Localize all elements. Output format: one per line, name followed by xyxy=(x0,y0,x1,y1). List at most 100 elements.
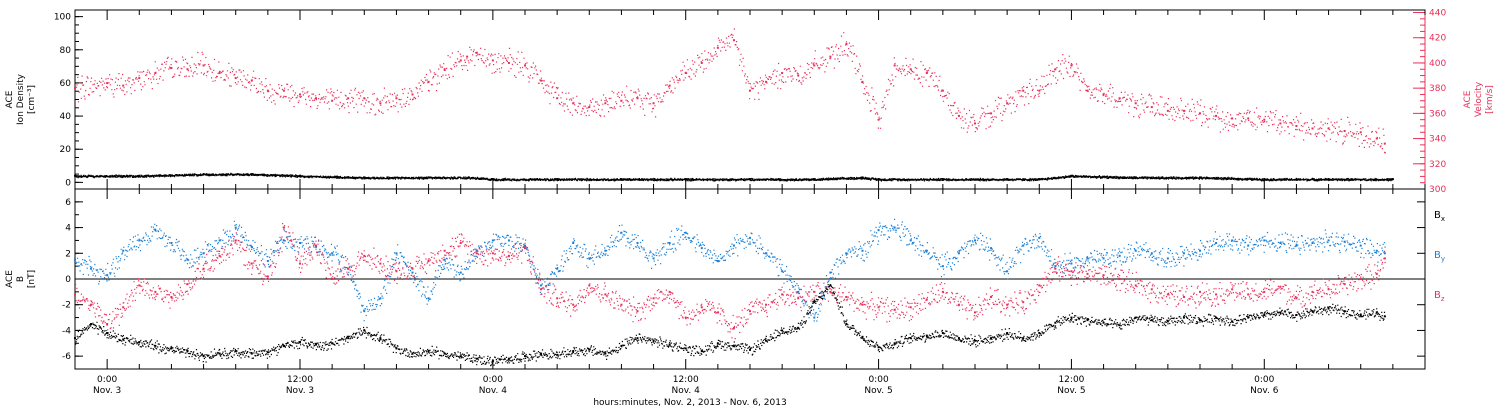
by-point xyxy=(765,252,768,255)
bz-point xyxy=(797,297,800,300)
by-point xyxy=(443,258,446,261)
bz-point xyxy=(507,254,510,257)
by-point xyxy=(845,252,848,255)
bz-point xyxy=(700,306,703,309)
velocity-tick-label: 400 xyxy=(1429,59,1446,69)
by-point xyxy=(395,252,398,255)
velocity-point xyxy=(604,102,607,105)
velocity-point xyxy=(684,72,687,75)
velocity-point xyxy=(1038,89,1041,92)
time-tick-label: 0:00 xyxy=(1254,375,1274,385)
by-point xyxy=(138,239,141,242)
velocity-tick-label: 320 xyxy=(1429,160,1446,170)
bz-point xyxy=(1086,272,1089,275)
by-point xyxy=(1199,249,1201,252)
bz-point xyxy=(1006,303,1009,306)
by-point xyxy=(620,231,623,234)
bz-point xyxy=(845,296,848,298)
velocity-point xyxy=(138,77,141,80)
bz-point xyxy=(1215,293,1218,296)
velocity-axis-label-line: Velocity xyxy=(1474,81,1484,117)
by-point xyxy=(1086,257,1089,260)
bz-point xyxy=(1022,301,1025,304)
b-tick-label: -4 xyxy=(62,326,71,336)
velocity-point xyxy=(1343,130,1346,133)
velocity-point xyxy=(234,77,237,80)
ion-density-point xyxy=(941,178,944,181)
velocity-point xyxy=(218,72,221,75)
velocity-point xyxy=(106,82,109,85)
bz-point xyxy=(1295,297,1298,300)
bz-point xyxy=(941,290,944,293)
b-tick-label: 6 xyxy=(65,198,71,208)
top-panel-data xyxy=(74,28,1394,182)
velocity-point xyxy=(540,79,543,82)
velocity-point xyxy=(1102,93,1105,96)
by-point xyxy=(909,239,912,242)
velocity-point xyxy=(636,97,639,100)
time-tick-label: 0:00 xyxy=(97,375,117,385)
by-point xyxy=(1102,257,1105,260)
day-tick-label: Nov. 6 xyxy=(1250,386,1279,396)
by-point xyxy=(604,249,607,252)
by-point xyxy=(331,252,334,255)
by-point xyxy=(974,239,976,242)
by-point xyxy=(1263,239,1266,242)
velocity-point xyxy=(1150,106,1153,109)
by-point xyxy=(524,244,526,247)
bz-point xyxy=(572,303,575,306)
bz-point xyxy=(234,239,237,242)
bz-point xyxy=(315,244,318,247)
velocity-tick-label: 360 xyxy=(1429,109,1446,119)
bz-point xyxy=(138,284,141,287)
velocity-point xyxy=(347,97,350,100)
density-tick-label: 0 xyxy=(65,178,71,188)
day-tick-label: Nov. 5 xyxy=(864,386,892,396)
b-axis-label-line: B xyxy=(16,276,26,282)
velocity-point xyxy=(797,74,800,77)
bx-point xyxy=(1311,310,1314,313)
velocity-tick-label: 420 xyxy=(1429,34,1446,44)
velocity-point xyxy=(315,97,318,100)
velocity-point xyxy=(154,72,157,75)
bz-point xyxy=(1038,284,1041,287)
by-point xyxy=(1166,257,1169,260)
by-point xyxy=(797,290,800,293)
bx-point xyxy=(974,339,976,342)
bx-point xyxy=(636,337,639,340)
velocity-point xyxy=(491,59,494,62)
bz-point xyxy=(877,306,880,309)
by-point xyxy=(1006,270,1009,273)
velocity-point xyxy=(170,66,173,69)
bx-point xyxy=(347,337,350,340)
day-tick-label: Nov. 4 xyxy=(672,386,701,396)
bz-point xyxy=(491,252,494,255)
by-point xyxy=(684,231,687,234)
velocity-point xyxy=(1383,142,1386,145)
by-point xyxy=(1118,254,1121,257)
by-point xyxy=(1134,249,1137,252)
velocity-axis-label: ACE Velocity [km/s] xyxy=(1463,81,1495,117)
velocity-point xyxy=(781,72,784,75)
by-point xyxy=(282,239,285,242)
velocity-point xyxy=(716,46,719,49)
bz-point xyxy=(1199,290,1201,293)
bx-point xyxy=(186,350,189,352)
by-point xyxy=(1383,252,1386,255)
by-point xyxy=(861,249,864,252)
bz-point xyxy=(813,290,816,293)
bz-point xyxy=(1166,293,1169,296)
bx-point xyxy=(1038,332,1041,334)
bx-point xyxy=(1263,314,1266,316)
velocity-axis-label-line: [km/s] xyxy=(1485,85,1495,114)
bz-point xyxy=(668,290,671,293)
bz-point xyxy=(331,278,334,280)
velocity-tick-label: 340 xyxy=(1429,135,1446,145)
bx-point xyxy=(74,337,76,340)
bz-point xyxy=(652,297,655,300)
bz-point xyxy=(861,303,864,306)
bx-point xyxy=(909,337,912,340)
bz-point xyxy=(604,293,607,296)
bz-point xyxy=(1102,274,1105,277)
bz-point xyxy=(909,306,912,309)
